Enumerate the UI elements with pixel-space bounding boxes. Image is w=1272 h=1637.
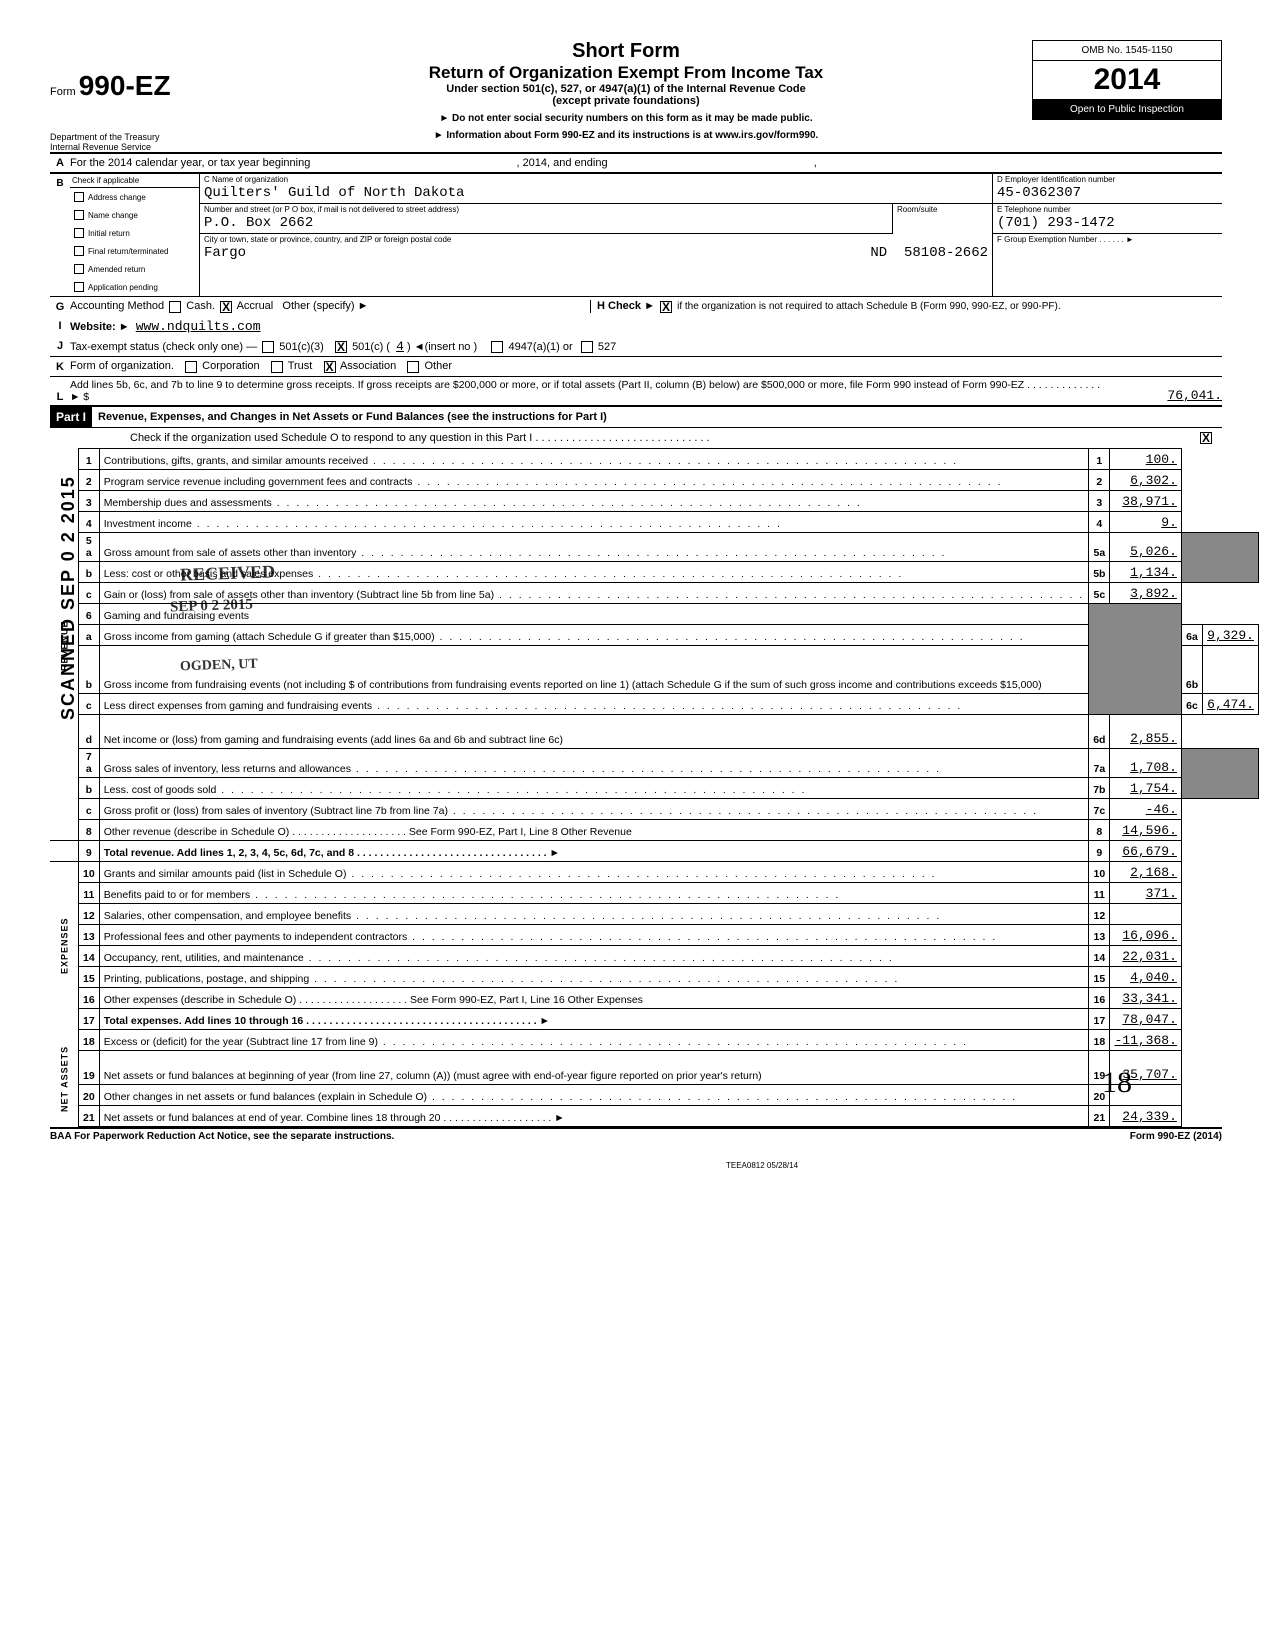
ein-value: 45-0362307	[993, 185, 1222, 204]
amt-7c: -46.	[1110, 799, 1181, 820]
check-other-org[interactable]	[407, 361, 419, 373]
amt-13: 16,096.	[1110, 925, 1181, 946]
org-state: ND	[870, 245, 887, 261]
org-name-label: C Name of organization	[200, 174, 992, 185]
amt-5a: 5,026.	[1110, 533, 1181, 562]
footer-right: Form 990-EZ (2014)	[1130, 1131, 1222, 1170]
part-1-header: Part I Revenue, Expenses, and Changes in…	[50, 405, 1222, 428]
line-j: J Tax-exempt status (check only one) — 5…	[50, 336, 1222, 356]
amt-12	[1110, 904, 1181, 925]
omb-number: OMB No. 1545-1150	[1032, 40, 1222, 61]
check-accrual[interactable]	[220, 301, 232, 313]
city-label: City or town, state or province, country…	[200, 234, 992, 245]
form-header: Form 990-EZ Department of the Treasury I…	[50, 40, 1222, 152]
check-501c[interactable]	[335, 341, 347, 353]
check-address-change[interactable]: Address change	[70, 188, 199, 206]
amt-4: 9.	[1110, 512, 1181, 533]
check-final-return[interactable]: Final return/terminated	[70, 242, 199, 260]
check-corp[interactable]	[185, 361, 197, 373]
check-name-change[interactable]: Name change	[70, 206, 199, 224]
page-footer: BAA For Paperwork Reduction Act Notice, …	[50, 1127, 1222, 1170]
amt-5b: 1,134.	[1110, 562, 1181, 583]
amt-6b	[1203, 646, 1259, 694]
note-ssn: ► Do not enter social security numbers o…	[240, 113, 1012, 124]
form-number: Form 990-EZ	[50, 70, 220, 102]
amt-1: 100.	[1110, 449, 1181, 470]
org-city: Fargo	[204, 245, 246, 261]
amt-7b: 1,754.	[1110, 778, 1181, 799]
check-pending[interactable]: Application pending	[70, 278, 199, 296]
check-initial-return[interactable]: Initial return	[70, 224, 199, 242]
amt-21: 24,339.	[1110, 1106, 1181, 1127]
amt-6c: 6,474.	[1203, 694, 1259, 715]
addr-label: Number and street (or P O box, if mail i…	[200, 204, 892, 215]
part-1-table: REVENUE 1Contributions, gifts, grants, a…	[50, 448, 1259, 1127]
subtitle-1: Under section 501(c), 527, or 4947(a)(1)…	[240, 83, 1012, 95]
side-revenue: REVENUE	[50, 449, 79, 841]
line-l: L Add lines 5b, 6c, and 7b to line 9 to …	[50, 376, 1222, 405]
received-date-stamp: SEP 0 2 2015	[170, 597, 253, 617]
amt-10: 2,168.	[1110, 862, 1181, 883]
line-g-h: G Accounting Method Cash. Accrual Other …	[50, 296, 1222, 316]
footer-mid: TEEA0812 05/28/14	[726, 1161, 798, 1170]
org-name: Quilters' Guild of North Dakota	[200, 185, 992, 204]
line-k: K Form of organization. Corporation Trus…	[50, 356, 1222, 376]
amt-3: 38,971.	[1110, 491, 1181, 512]
tax-year: 2014	[1032, 61, 1222, 100]
received-stamp: RECEIVED	[180, 561, 276, 585]
side-net-assets: NET ASSETS	[50, 1030, 79, 1127]
amt-11: 371.	[1110, 883, 1181, 904]
amt-7a: 1,708.	[1110, 749, 1181, 778]
amt-6a: 9,329.	[1203, 625, 1259, 646]
footer-left: BAA For Paperwork Reduction Act Notice, …	[50, 1131, 394, 1170]
side-expenses: EXPENSES	[50, 862, 79, 1030]
org-zip: 58108-2662	[904, 245, 988, 261]
ogden-stamp: OGDEN, UT	[180, 657, 258, 676]
check-cash[interactable]	[169, 301, 181, 313]
dept-label: Department of the Treasury Internal Reve…	[50, 132, 220, 152]
amt-15: 4,040.	[1110, 967, 1181, 988]
line-a: A For the 2014 calendar year, or tax yea…	[50, 152, 1222, 172]
title-short-form: Short Form	[240, 40, 1012, 63]
check-assoc[interactable]	[324, 361, 336, 373]
check-h[interactable]	[660, 301, 672, 313]
subtitle-2: (except private foundations)	[240, 95, 1012, 107]
org-info-block: B Check if applicable Address change Nam…	[50, 172, 1222, 296]
check-amended[interactable]: Amended return	[70, 260, 199, 278]
amt-5c: 3,892.	[1110, 583, 1181, 604]
page-seal: 18	[1102, 1066, 1132, 1100]
check-trust[interactable]	[271, 361, 283, 373]
amt-9: 66,679.	[1110, 841, 1181, 862]
title-return: Return of Organization Exempt From Incom…	[240, 63, 1012, 83]
line-i: I Website: ► www.ndquilts.com	[50, 316, 1222, 336]
check-527[interactable]	[581, 341, 593, 353]
amt-8: 14,596.	[1110, 820, 1181, 841]
website-value: www.ndquilts.com	[136, 319, 261, 334]
amt-17: 78,047.	[1110, 1009, 1181, 1030]
note-info: ► Information about Form 990-EZ and its …	[240, 130, 1012, 141]
amt-16: 33,341.	[1110, 988, 1181, 1009]
group-label: F Group Exemption Number . . . . . . ►	[993, 234, 1222, 245]
line-l-value: 76,041.	[1112, 388, 1222, 403]
check-4947[interactable]	[491, 341, 503, 353]
check-schedule-o[interactable]	[1200, 432, 1212, 444]
amt-18: -11,368.	[1110, 1030, 1181, 1051]
part-1-check: Check if the organization used Schedule …	[50, 428, 1222, 448]
tel-label: E Telephone number	[993, 204, 1222, 215]
amt-2: 6,302.	[1110, 470, 1181, 491]
check-header: Check if applicable	[70, 174, 199, 188]
check-501c3[interactable]	[262, 341, 274, 353]
tel-value: (701) 293-1472	[993, 215, 1222, 234]
ein-label: D Employer Identification number	[993, 174, 1222, 185]
open-inspection: Open to Public Inspection	[1032, 100, 1222, 120]
amt-6d: 2,855.	[1110, 715, 1181, 749]
amt-14: 22,031.	[1110, 946, 1181, 967]
room-label: Room/suite	[893, 204, 992, 215]
org-address: P.O. Box 2662	[200, 215, 892, 234]
